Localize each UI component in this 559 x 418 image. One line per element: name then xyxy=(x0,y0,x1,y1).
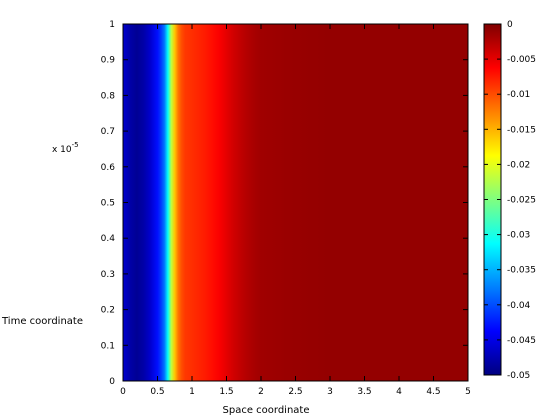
colorbar-tick-label: 0 xyxy=(507,20,513,30)
y-tick-label: 0.6 xyxy=(101,163,116,173)
x-tick-label: 3.5 xyxy=(357,387,371,397)
y-tick-label: 0.4 xyxy=(101,234,116,244)
y-tick-label: 0.2 xyxy=(101,306,115,316)
x-axis-label: Space coordinate xyxy=(223,405,310,416)
x-tick-label: 1.5 xyxy=(219,387,233,397)
colorbar-tick-label: -0.05 xyxy=(507,371,530,381)
x-axis-ticks: 0 0.5 1 1.5 2 2.5 3 3.5 4 4.5 5 xyxy=(120,24,471,397)
colorbar-tick-label: -0.045 xyxy=(507,336,536,346)
y-axis-ticks: 0 0.1 0.2 0.3 0.4 0.5 0.6 0.7 0.8 0.9 1 xyxy=(101,20,468,387)
colorbar-tick-label: -0.04 xyxy=(507,301,531,311)
x-tick-label: 3 xyxy=(327,387,333,397)
heatmap-field xyxy=(123,24,468,381)
y-tick-label: 0.3 xyxy=(101,270,115,280)
x-tick-label: 1 xyxy=(189,387,195,397)
y-tick-label: 0.5 xyxy=(101,199,115,209)
y-axis-multiplier-exponent: -5 xyxy=(72,141,79,149)
x-tick-label: 2.5 xyxy=(288,387,302,397)
y-tick-label: 0.9 xyxy=(101,56,116,66)
colorbar-tick-label: -0.005 xyxy=(507,55,536,65)
x-tick-label: 4.5 xyxy=(426,387,440,397)
y-tick-label: 1 xyxy=(109,20,115,30)
x-tick-label: 4 xyxy=(396,387,402,397)
y-axis-label: Time coordinate xyxy=(1,316,83,327)
y-axis-multiplier: x 10-5 xyxy=(52,141,79,155)
colorbar-tick-label: -0.035 xyxy=(507,266,536,276)
colorbar-tick-label: -0.025 xyxy=(507,196,536,206)
y-tick-label: 0 xyxy=(109,377,115,387)
y-tick-label: 0.7 xyxy=(101,127,115,137)
colorbar-tick-label: -0.015 xyxy=(507,125,536,135)
y-tick-label: 0.8 xyxy=(101,91,116,101)
y-tick-label: 0.1 xyxy=(101,341,115,351)
x-tick-label: 0.5 xyxy=(150,387,164,397)
colorbar-tick-label: -0.01 xyxy=(507,90,530,100)
colorbar-tick-label: -0.02 xyxy=(507,160,530,170)
colorbar-ticks: 0 -0.005 -0.01 -0.015 -0.02 -0.025 -0.03 -0.035… xyxy=(484,20,536,381)
x-tick-label: 0 xyxy=(120,387,126,397)
x-tick-label: 5 xyxy=(465,387,471,397)
colorbar-tick-label: -0.03 xyxy=(507,231,530,241)
x-tick-label: 2 xyxy=(258,387,264,397)
